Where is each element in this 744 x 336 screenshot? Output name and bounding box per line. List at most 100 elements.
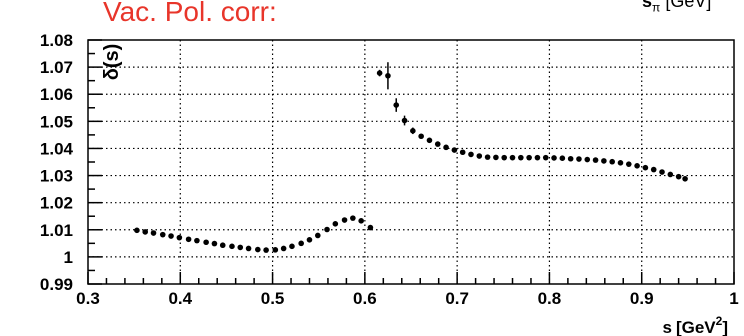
y-tick-label: 1.04 — [40, 139, 74, 158]
x-axis-label-main: s — [662, 318, 671, 336]
x-tick-label: 0.8 — [538, 289, 562, 308]
data-point — [358, 218, 364, 224]
data-point — [567, 155, 574, 162]
data-point — [332, 221, 339, 227]
data-point — [601, 158, 607, 164]
data-point — [385, 72, 391, 79]
data-point — [609, 158, 615, 165]
x-axis-label: s [GeV2] — [662, 314, 728, 336]
data-point — [518, 154, 524, 161]
data-point — [219, 242, 226, 249]
data-point — [592, 157, 599, 163]
data-point — [625, 161, 632, 167]
data-point — [459, 149, 466, 156]
data-point — [401, 117, 408, 124]
data-point — [675, 173, 682, 180]
x-tick-label: 0.6 — [353, 289, 377, 308]
data-point — [350, 215, 356, 221]
data-point — [272, 247, 279, 253]
data-point — [509, 154, 516, 161]
data-point — [211, 240, 218, 247]
data-point — [376, 70, 383, 76]
data-point — [617, 160, 624, 166]
data-point — [367, 224, 374, 231]
data-point — [418, 133, 424, 140]
data-point — [493, 154, 499, 161]
data-point — [526, 154, 532, 161]
axis-ticks — [87, 39, 735, 285]
data-point — [159, 231, 166, 238]
data-point — [451, 147, 458, 153]
data-point — [434, 141, 441, 147]
y-tick-label: 1.03 — [40, 167, 73, 186]
data-point — [501, 154, 508, 161]
top-axis-label: sπ [GeV] — [642, 0, 711, 15]
data-point — [576, 156, 582, 162]
top-axis-label-sub: π — [652, 0, 661, 15]
x-tick-label: 0.7 — [445, 289, 469, 308]
data-point — [443, 144, 449, 151]
y-tick-label: 1.02 — [40, 194, 73, 213]
data-point — [468, 151, 474, 158]
data-point — [314, 232, 321, 239]
data-point — [280, 245, 287, 252]
top-axis-label-tail: ] — [706, 0, 712, 11]
y-tick-label: 1.07 — [40, 58, 73, 77]
x-tick-label: 1 — [729, 289, 738, 308]
data-point — [194, 237, 200, 244]
data-point — [142, 229, 149, 235]
data-point — [263, 247, 269, 253]
data-point — [476, 153, 483, 159]
data-point — [168, 233, 174, 239]
y-tick-label: 1 — [64, 248, 73, 267]
y-tick-label: 0.99 — [40, 275, 73, 294]
x-tick-label: 0.5 — [261, 289, 285, 308]
data-point — [667, 171, 674, 178]
y-tick-label: 1.06 — [40, 85, 73, 104]
data-point — [255, 246, 261, 253]
data-point — [559, 155, 566, 162]
data-point — [584, 156, 591, 163]
x-axis-label-unit: [GeV — [676, 318, 716, 336]
data-point — [324, 226, 330, 233]
data-point — [245, 245, 252, 252]
data-point — [634, 162, 640, 169]
y-tick-label: 1.01 — [40, 221, 73, 240]
data-point — [484, 154, 491, 160]
data-point — [298, 240, 304, 247]
overlay-title: Vac. Pol. corr: — [103, 0, 277, 27]
data-point — [134, 227, 140, 234]
data-point — [341, 217, 348, 223]
data-point — [289, 243, 295, 250]
x-axis-label-sup: 2 — [716, 314, 723, 328]
data-points — [134, 62, 688, 253]
data-point — [642, 164, 649, 171]
tick-labels: 0.3 0.4 0.5 0.6 0.7 0.8 0.9 1 0.99 1 1.01 1.02 1.03 1… — [40, 31, 739, 308]
data-point — [551, 155, 557, 161]
data-point — [393, 102, 400, 108]
data-point — [659, 169, 665, 175]
data-point — [682, 176, 688, 182]
data-point — [426, 137, 433, 144]
data-point — [237, 244, 244, 251]
data-point — [176, 234, 183, 241]
data-point — [229, 243, 235, 250]
y-tick-label: 1.05 — [40, 112, 73, 131]
plot-frame — [87, 39, 735, 285]
top-axis-label-main: s — [642, 0, 653, 11]
top-axis-label-unit: [GeV — [665, 0, 707, 11]
data-point — [203, 239, 209, 246]
y-axis-label: δ(s) — [101, 44, 123, 81]
y-tick-label: 1.08 — [40, 31, 73, 50]
data-point — [534, 154, 541, 161]
data-point — [542, 154, 549, 161]
data-point — [306, 237, 313, 243]
x-tick-label: 0.4 — [168, 289, 192, 308]
x-axis-label-tail: ] — [722, 318, 728, 336]
grid — [88, 40, 734, 284]
data-point — [150, 230, 157, 236]
x-tick-label: 0.3 — [76, 289, 100, 308]
x-tick-label: 0.9 — [630, 289, 654, 308]
data-point — [410, 128, 416, 134]
